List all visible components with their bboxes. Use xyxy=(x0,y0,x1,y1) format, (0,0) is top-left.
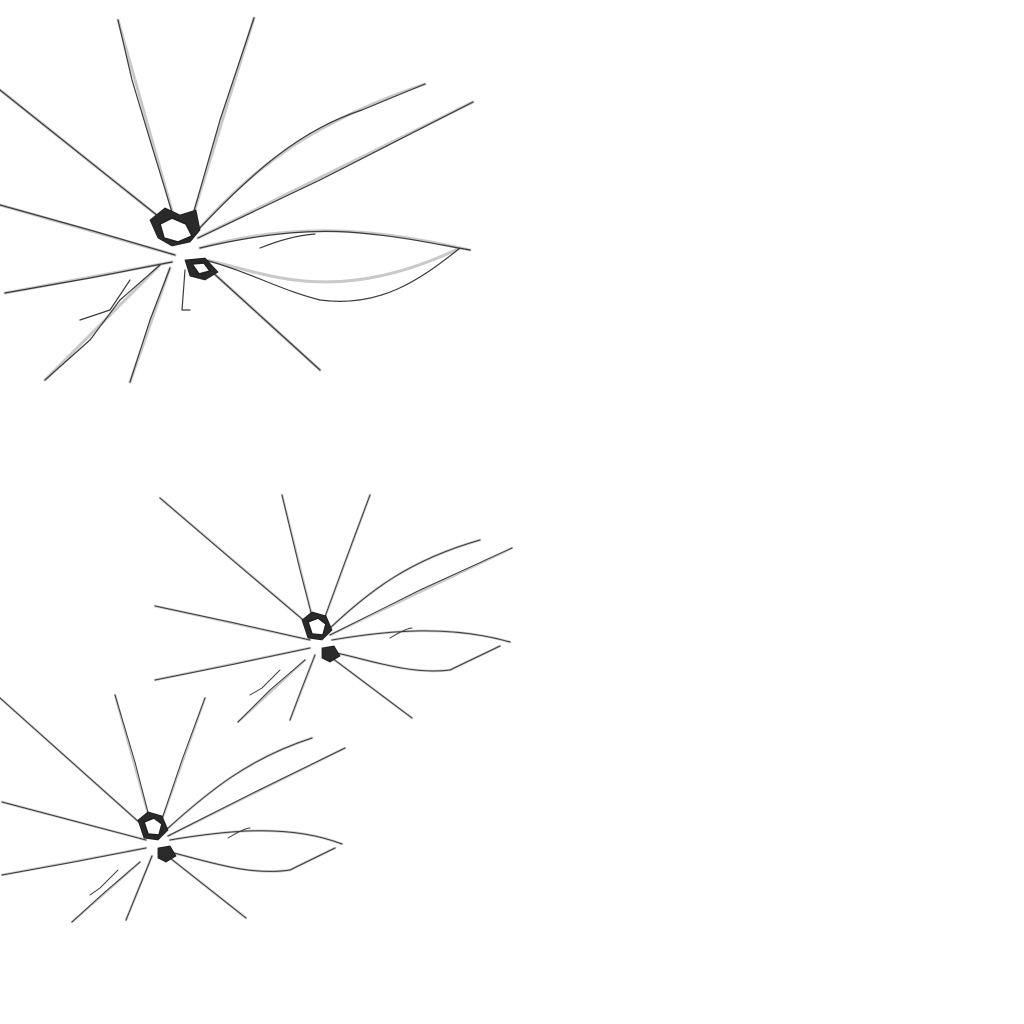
cracked-glass-large xyxy=(0,16,475,384)
broken-glass-icon xyxy=(0,693,347,924)
broken-glass-icon xyxy=(0,16,475,384)
cracked-glass-small xyxy=(0,693,347,924)
broken-glass-icon xyxy=(153,493,514,724)
cracked-glass-medium xyxy=(153,493,514,724)
